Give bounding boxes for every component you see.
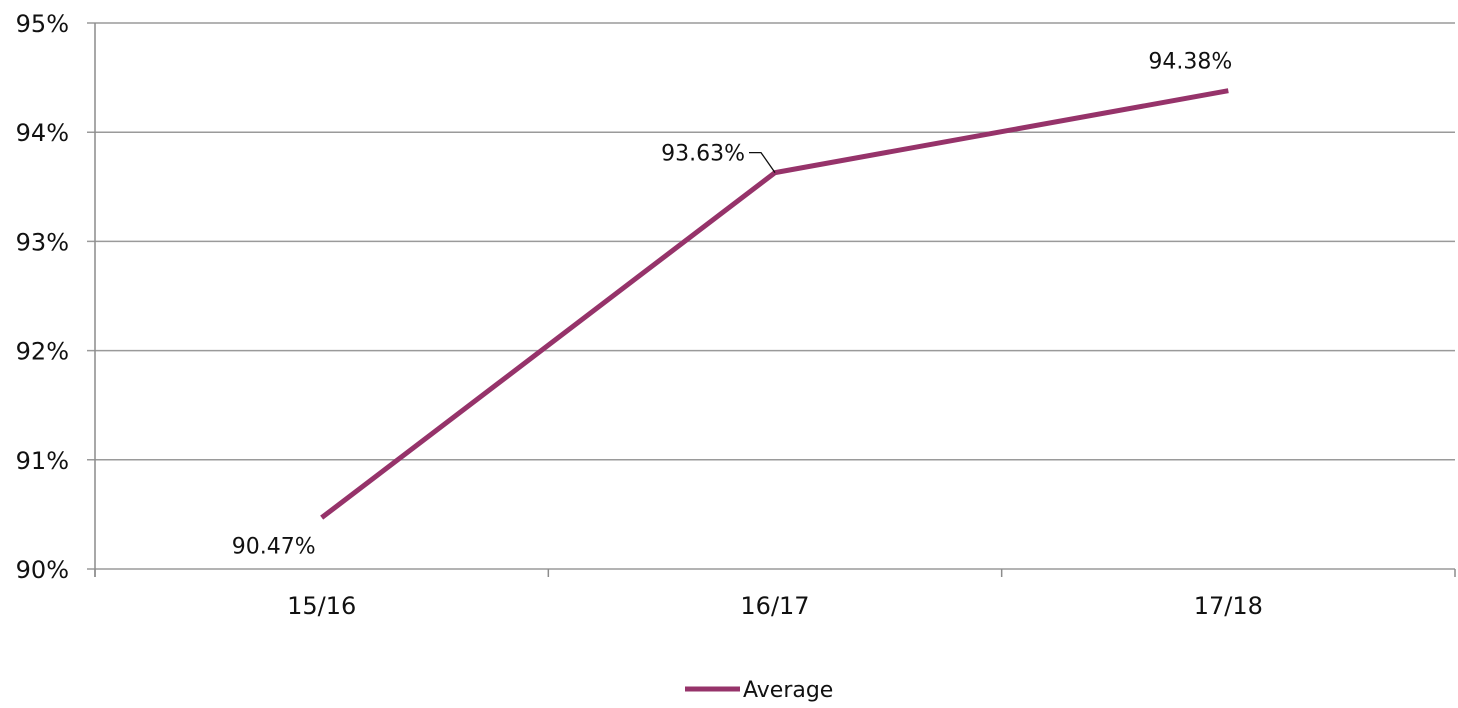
series-layer <box>320 88 1229 520</box>
legend: Average <box>685 678 833 703</box>
gridlines <box>87 22 1455 570</box>
y-tick-label: 90% <box>16 556 69 584</box>
y-tick-label: 94% <box>16 119 69 147</box>
data-label-leader <box>749 151 776 173</box>
legend-label-average: Average <box>743 678 833 703</box>
axes: 90% 91% 92% 93% 94% 95% 15/16 16/17 17/18 <box>16 10 1456 620</box>
series-line-average <box>320 88 1229 520</box>
data-label: 94.38% <box>1148 50 1232 75</box>
data-label: 93.63% <box>661 142 745 167</box>
y-tick-label: 95% <box>16 10 69 38</box>
data-label: 90.47% <box>232 535 316 560</box>
x-tick-label: 17/18 <box>1194 592 1263 620</box>
y-tick-label: 91% <box>16 447 69 475</box>
y-tick-label: 93% <box>16 228 69 256</box>
x-tick-label: 16/17 <box>740 592 809 620</box>
x-tick-label: 15/16 <box>287 592 356 620</box>
data-labels: 90.47% 93.63% 94.38% <box>232 50 1233 560</box>
y-tick-label: 92% <box>16 338 69 366</box>
